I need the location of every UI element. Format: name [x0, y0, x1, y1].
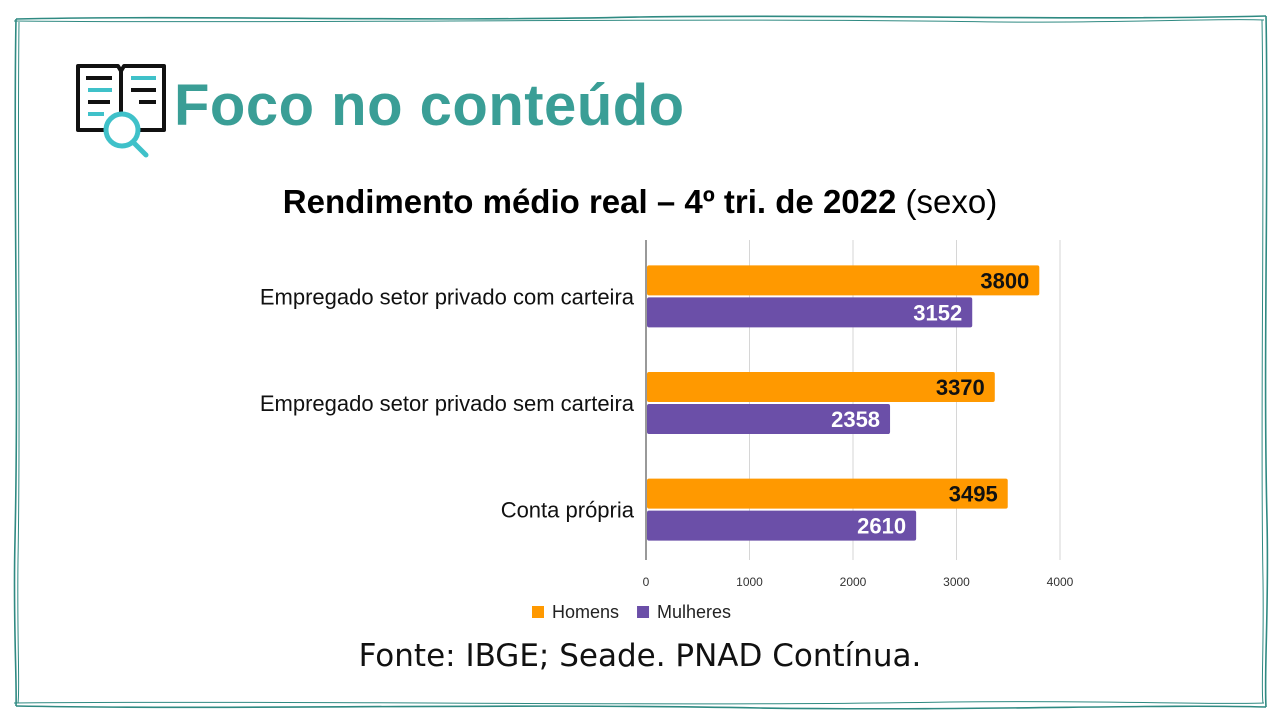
- legend-swatch: [532, 606, 544, 618]
- page-title: Foco no conteúdo: [174, 73, 685, 138]
- source-note: Fonte: IBGE; Seade. PNAD Contínua.: [358, 638, 922, 674]
- data-label: 3495: [949, 482, 998, 507]
- bar-homens: [647, 265, 1040, 296]
- bar-mulheres: [647, 510, 917, 541]
- category-label: Conta própria: [501, 498, 635, 523]
- x-tick-label: 0: [643, 575, 650, 589]
- data-label: 2358: [831, 407, 880, 432]
- bar-homens: [647, 372, 995, 402]
- data-label: 3800: [980, 268, 1029, 293]
- x-tick-label: 4000: [1047, 575, 1074, 589]
- x-tick-label: 3000: [943, 575, 970, 589]
- bar-mulheres: [647, 404, 891, 434]
- category-label: Empregado setor privado sem carteira: [260, 391, 635, 416]
- book-search-icon: [76, 64, 166, 158]
- chart-title-main: Rendimento médio real – 4º tri. de 2022: [282, 183, 897, 220]
- chart-title: Rendimento médio real – 4º tri. de 2022 …: [0, 183, 1280, 221]
- data-label: 2610: [857, 514, 906, 539]
- x-tick-label: 2000: [840, 575, 867, 589]
- data-label: 3370: [936, 375, 985, 400]
- bar-homens: [647, 478, 1008, 509]
- legend-label: Mulheres: [657, 602, 731, 622]
- data-label: 3152: [913, 300, 962, 325]
- legend-swatch: [637, 606, 650, 618]
- legend-label: Homens: [552, 602, 619, 622]
- x-tick-label: 1000: [736, 575, 763, 589]
- category-label: Empregado setor privado com carteira: [260, 284, 635, 309]
- bar-mulheres: [647, 297, 973, 328]
- chart-subtitle: (sexo): [905, 183, 998, 220]
